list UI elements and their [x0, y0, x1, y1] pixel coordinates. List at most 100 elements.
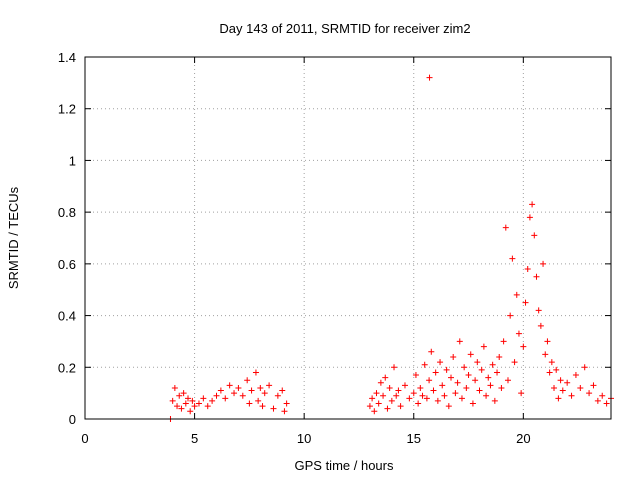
data-point: [544, 338, 551, 345]
data-point: [472, 377, 479, 384]
data-point: [222, 395, 229, 402]
data-point: [169, 397, 176, 404]
data-point: [279, 387, 286, 394]
data-point: [428, 348, 435, 355]
data-point: [283, 400, 290, 407]
data-point: [410, 390, 417, 397]
data-point: [281, 408, 288, 415]
data-point: [526, 214, 533, 221]
data-point: [494, 369, 501, 376]
data-point: [231, 390, 238, 397]
data-point: [371, 408, 378, 415]
data-point: [412, 372, 419, 379]
data-point: [511, 359, 518, 366]
data-point: [270, 405, 277, 412]
data-point: [248, 387, 255, 394]
data-point: [185, 395, 192, 402]
y-tick-label: 0: [69, 412, 76, 427]
axis-ticks: [84, 56, 611, 420]
data-point: [480, 343, 487, 350]
data-point: [384, 405, 391, 412]
y-tick-label: 0.6: [58, 257, 76, 272]
data-point: [252, 369, 259, 376]
data-point: [487, 382, 494, 389]
data-point: [401, 382, 408, 389]
data-point: [555, 395, 562, 402]
data-point: [259, 403, 266, 410]
data-point: [393, 392, 400, 399]
data-point: [426, 377, 433, 384]
data-point: [557, 377, 564, 384]
data-point: [458, 395, 465, 402]
data-point: [546, 369, 553, 376]
data-point: [213, 392, 220, 399]
y-tick-label: 0.8: [58, 205, 76, 220]
y-tick-label: 0.4: [58, 309, 76, 324]
data-point: [200, 395, 207, 402]
data-point: [496, 353, 503, 360]
data-point: [377, 379, 384, 386]
data-point: [178, 405, 185, 412]
data-point: [423, 395, 430, 402]
data-point: [406, 395, 413, 402]
data-point: [176, 392, 183, 399]
data-point: [491, 397, 498, 404]
data-point: [553, 366, 560, 373]
data-point: [189, 397, 196, 404]
data-point: [467, 351, 474, 358]
data-point: [454, 379, 461, 386]
data-point: [463, 384, 470, 391]
data-point: [174, 403, 181, 410]
data-point: [485, 374, 492, 381]
data-point: [594, 397, 601, 404]
data-points: [167, 74, 614, 422]
data-point: [395, 387, 402, 394]
data-point: [187, 408, 194, 415]
data-point: [599, 392, 606, 399]
data-point: [419, 392, 426, 399]
data-point: [195, 400, 202, 407]
data-point: [568, 392, 575, 399]
x-axis-label: GPS time / hours: [295, 458, 394, 473]
data-point: [500, 338, 507, 345]
data-point: [498, 384, 505, 391]
data-point: [246, 400, 253, 407]
data-point: [504, 377, 511, 384]
data-point: [382, 374, 389, 381]
data-point: [388, 397, 395, 404]
x-tick-label: 20: [516, 431, 530, 446]
data-point: [397, 403, 404, 410]
x-tick-labels: 0 5 10 15 20: [81, 431, 530, 446]
data-point: [391, 364, 398, 371]
data-point: [415, 400, 422, 407]
data-point: [180, 390, 187, 397]
data-point: [366, 403, 373, 410]
data-point: [375, 400, 382, 407]
data-point: [386, 384, 393, 391]
data-point: [531, 232, 538, 239]
data-point: [515, 330, 522, 337]
data-point: [204, 403, 211, 410]
x-tick-label: 15: [407, 431, 421, 446]
chart-title: Day 143 of 2011, SRMTID for receiver zim…: [219, 21, 470, 36]
data-point: [257, 384, 264, 391]
data-point: [478, 366, 485, 373]
data-point: [520, 343, 527, 350]
data-point: [452, 390, 459, 397]
data-point: [535, 307, 542, 314]
data-point: [239, 392, 246, 399]
data-point: [226, 382, 233, 389]
data-point: [513, 291, 520, 298]
data-point: [255, 397, 262, 404]
data-point: [380, 392, 387, 399]
data-point: [426, 74, 433, 81]
data-point: [274, 392, 281, 399]
data-point: [603, 400, 610, 407]
data-point: [209, 397, 216, 404]
data-point: [590, 382, 597, 389]
data-point: [443, 366, 450, 373]
data-point: [551, 384, 558, 391]
x-tick-label: 0: [81, 431, 88, 446]
data-point: [266, 382, 273, 389]
